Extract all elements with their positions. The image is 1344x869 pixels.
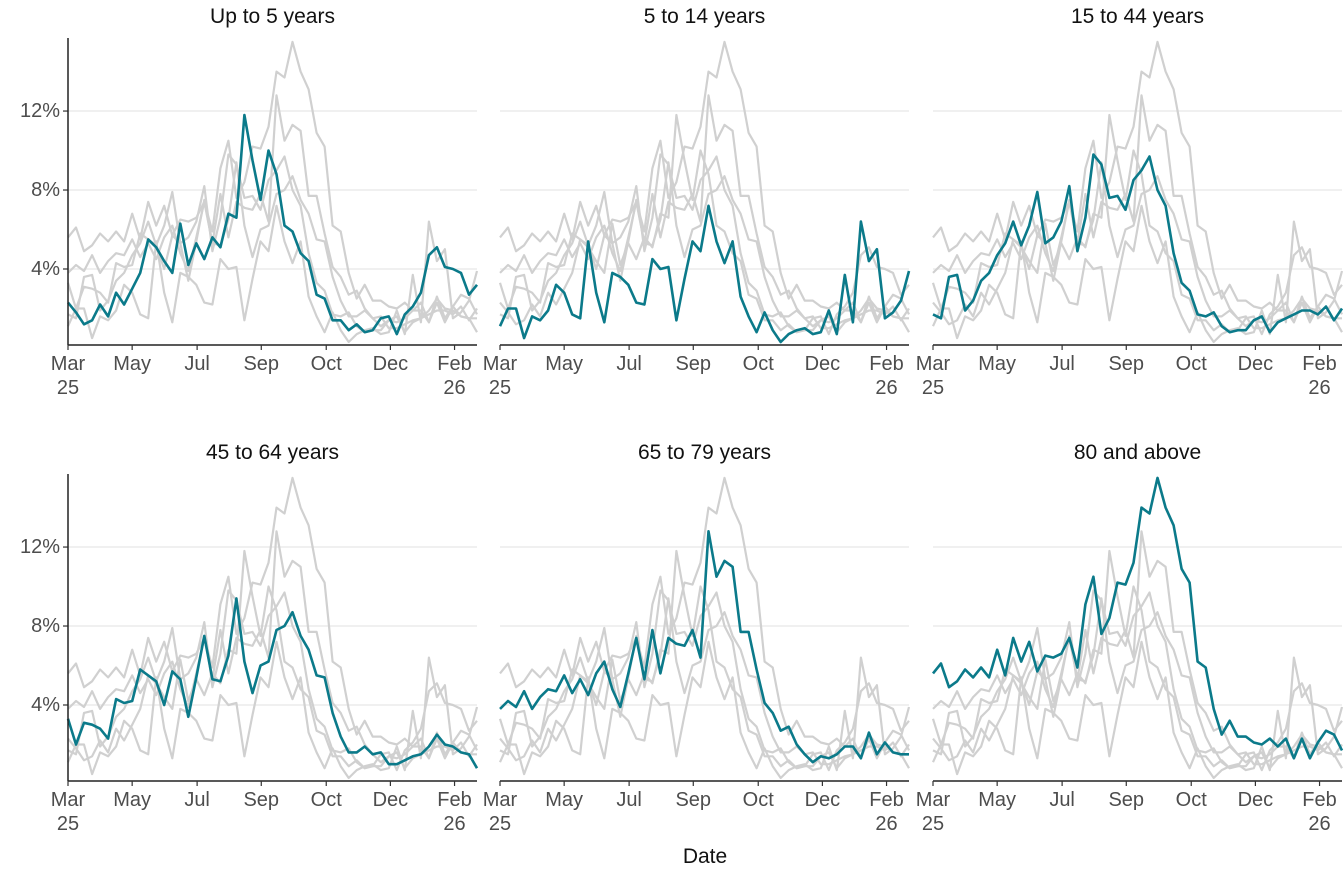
highlight-line <box>66 113 479 336</box>
x-tick-label: Jul <box>184 789 210 811</box>
x-tick-label: May <box>978 789 1017 811</box>
x-tick-label: Oct <box>742 789 774 811</box>
context-line <box>499 476 910 760</box>
highlight-line <box>499 530 909 764</box>
x-tick-label: Dec <box>1237 789 1274 811</box>
x-tick-label: May <box>978 353 1017 375</box>
panel-title: 5 to 14 years <box>643 5 766 28</box>
x-tick-label: Mar 25 <box>50 789 86 835</box>
y-tick-label: 4% <box>31 257 60 280</box>
x-tick-label: Sep <box>243 353 280 375</box>
context-line <box>66 640 479 780</box>
y-tick-label: 8% <box>31 179 60 202</box>
x-tick-label: Feb 26 <box>1302 353 1337 399</box>
x-tick-label: Jul <box>1049 789 1075 811</box>
x-tick-label: Oct <box>1175 789 1207 811</box>
x-tick-label: Jul <box>184 353 210 375</box>
x-tick-label: May <box>113 789 152 811</box>
x-tick-label: Sep <box>675 353 712 375</box>
x-tick-label: Dec <box>804 789 841 811</box>
x-tick-label: Oct <box>1175 353 1207 375</box>
y-tick-label: 8% <box>31 615 60 638</box>
highlight-line <box>66 597 479 769</box>
context-line <box>66 204 479 344</box>
context-line <box>498 640 911 780</box>
x-tick-label: Mar 25 <box>915 789 951 835</box>
x-tick-label: Oct <box>310 789 342 811</box>
x-axis-title: Date <box>682 845 728 868</box>
x-tick-label: Feb 26 <box>869 789 904 835</box>
x-tick-label: Sep <box>1108 789 1145 811</box>
x-tick-label: Dec <box>372 789 409 811</box>
highlight-line <box>498 204 911 344</box>
x-tick-label: May <box>113 353 152 375</box>
x-tick-label: Mar 25 <box>482 353 518 399</box>
x-tick-label: Jul <box>1049 353 1075 375</box>
x-tick-label: Jul <box>616 353 642 375</box>
context-line <box>67 40 478 324</box>
context-line <box>499 94 909 328</box>
panel-title: 80 and above <box>1073 441 1202 464</box>
x-tick-label: Sep <box>243 789 280 811</box>
x-tick-label: Dec <box>804 353 841 375</box>
x-tick-label: Dec <box>1237 353 1274 375</box>
highlight-line <box>932 153 1344 334</box>
panel-title: Up to 5 years <box>210 5 335 28</box>
x-tick-label: Jul <box>616 789 642 811</box>
context-line <box>932 530 1342 764</box>
context-line <box>499 40 910 324</box>
x-tick-label: Sep <box>1108 353 1145 375</box>
x-tick-label: Sep <box>675 789 712 811</box>
context-line <box>67 476 478 760</box>
y-tick-label: 4% <box>31 693 60 716</box>
highlight-line <box>931 476 1344 760</box>
context-line <box>931 640 1344 780</box>
x-tick-label: Feb 26 <box>1302 789 1337 835</box>
x-tick-label: Mar 25 <box>915 353 951 399</box>
x-tick-label: Mar 25 <box>482 789 518 835</box>
context-line <box>932 40 1343 324</box>
x-tick-label: Oct <box>310 353 342 375</box>
x-tick-label: Dec <box>372 353 409 375</box>
y-tick-label: 12% <box>19 536 60 559</box>
panel-title: 65 to 79 years <box>637 441 772 464</box>
panel-title: 15 to 44 years <box>1070 5 1205 28</box>
panel-title: 45 to 64 years <box>205 441 340 464</box>
x-tick-label: Feb 26 <box>437 789 472 835</box>
x-tick-label: May <box>545 789 584 811</box>
x-tick-label: Feb 26 <box>869 353 904 399</box>
x-tick-label: Oct <box>742 353 774 375</box>
y-tick-label: 12% <box>19 100 60 123</box>
x-tick-label: Feb 26 <box>437 353 472 399</box>
context-line <box>931 204 1344 344</box>
x-tick-label: May <box>545 353 584 375</box>
x-tick-label: Mar 25 <box>50 353 86 399</box>
